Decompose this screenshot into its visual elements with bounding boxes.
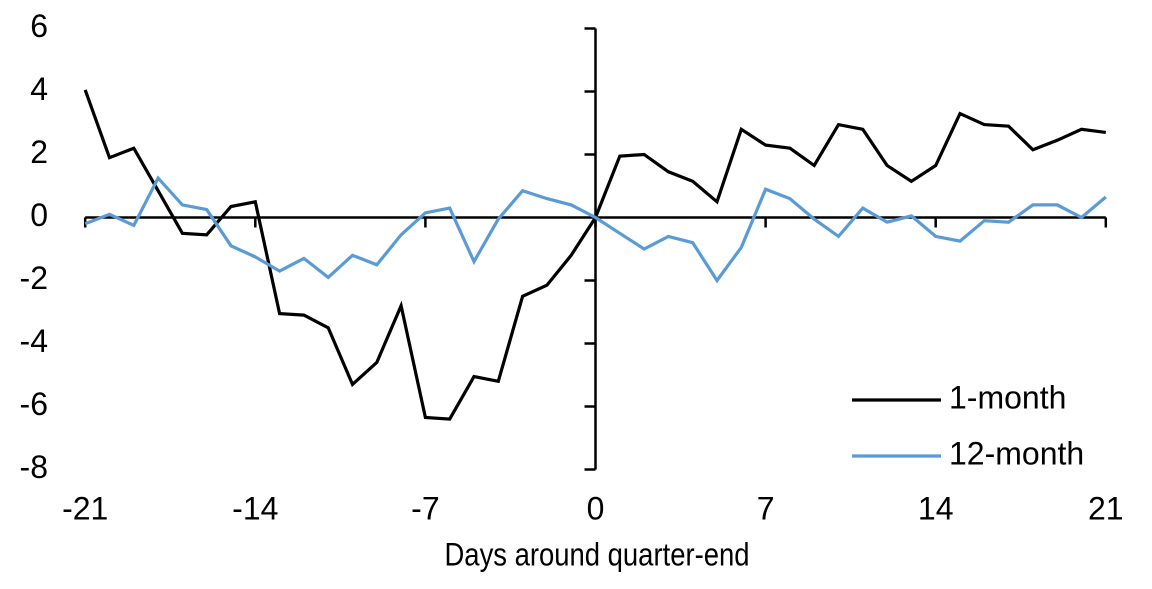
series-line-12-month [84,175,1107,284]
x-axis-tick-label: -21 [62,490,108,526]
x-axis-tick-label: 14 [918,490,954,526]
x-axis-tick-label: 7 [757,490,775,526]
series [83,89,1107,421]
y-axis-tick-label: 0 [30,197,48,233]
x-axis-title: Days around quarter-end [445,536,750,572]
y-axis-tick-label: -6 [20,386,48,422]
x-axis-tick-label: 0 [587,490,605,526]
y-axis-tick-label: -4 [20,323,48,359]
y-axis-tick-label: 4 [30,71,48,107]
y-axis-tick-label: -8 [20,449,48,485]
legend: 1-month 12-month [852,379,1084,471]
y-axis-tick-label: -2 [20,260,48,296]
x-axis-tick-label: -14 [232,490,278,526]
x-axis-tick-label: 21 [1088,490,1124,526]
y-axis-tick-label: 2 [30,134,48,170]
y-axis-tick-label: 6 [30,8,48,44]
axis-labels: -21 -14 -7 0 7 14 21 6 4 2 0 -2 -4 -6 -8 [20,8,1124,527]
legend-label-1-month: 1-month [949,379,1066,415]
legend-label-12-month: 12-month [949,435,1084,471]
x-axis-tick-label: -7 [411,490,439,526]
